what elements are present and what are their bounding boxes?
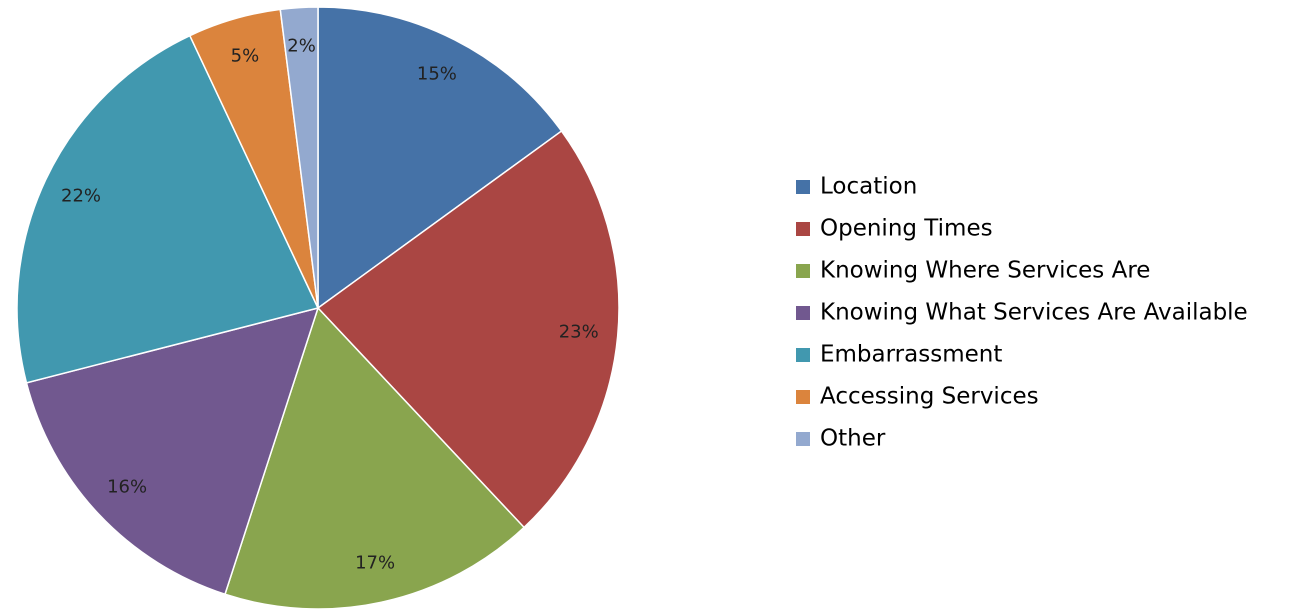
legend-text: Knowing Where Services Are [820, 258, 1150, 284]
slice-label: 23% [559, 322, 599, 343]
legend-swatch [796, 222, 810, 236]
pie-slice [25, 306, 320, 596]
slice-label: 17% [355, 553, 395, 574]
legend-text: Accessing Services [820, 384, 1039, 410]
pie-slice [316, 130, 620, 529]
slice-label: 15% [417, 64, 457, 85]
legend-text: Location [820, 174, 917, 200]
legend-text: Opening Times [820, 216, 993, 242]
slice-label: 5% [231, 46, 260, 67]
legend-swatch [796, 432, 810, 446]
legend-swatch [796, 348, 810, 362]
pie-slice [279, 6, 319, 309]
slice-label: 22% [61, 186, 101, 207]
legend-text: Knowing What Services Are Available [820, 300, 1248, 326]
legend-swatch [796, 264, 810, 278]
legend-text: Other [820, 426, 886, 452]
legend-text: Embarrassment [820, 342, 1002, 368]
slice-label: 16% [107, 476, 147, 497]
pie-slice [16, 34, 320, 384]
legend-swatch [796, 390, 810, 404]
pie-slice [224, 306, 526, 610]
legend-swatch [796, 180, 810, 194]
legend-swatch [796, 306, 810, 320]
pie-slice [317, 6, 563, 310]
slice-label: 2% [287, 36, 316, 57]
